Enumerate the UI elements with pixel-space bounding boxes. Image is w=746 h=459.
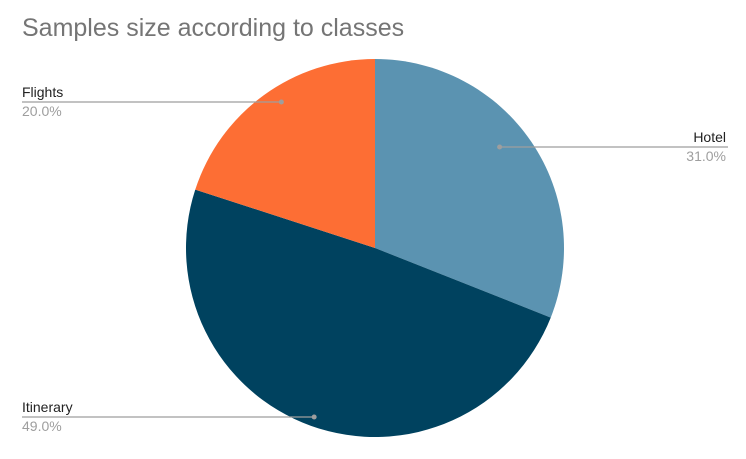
pie-slice-itinerary [186,189,551,437]
pie-slice-flights [195,59,375,248]
slice-percent-flights: 20.0% [22,103,62,119]
slice-percent-itinerary: 49.0% [22,418,62,434]
slice-label-itinerary: Itinerary [22,399,73,415]
slice-label-flights: Flights [22,84,63,100]
slice-labels: Hotel 31.0% Itinerary 49.0% Flights 20.0% [22,84,728,434]
leader-dot-hotel [497,144,503,150]
pie-slices [186,59,564,437]
slice-label-hotel: Hotel [693,129,726,145]
chart-title: Samples size according to classes [22,14,405,42]
slice-percent-hotel: 31.0% [686,148,726,164]
pie-slice-hotel [375,59,564,318]
leader-dot-flights [278,99,284,105]
leader-dot-itinerary [311,414,317,420]
